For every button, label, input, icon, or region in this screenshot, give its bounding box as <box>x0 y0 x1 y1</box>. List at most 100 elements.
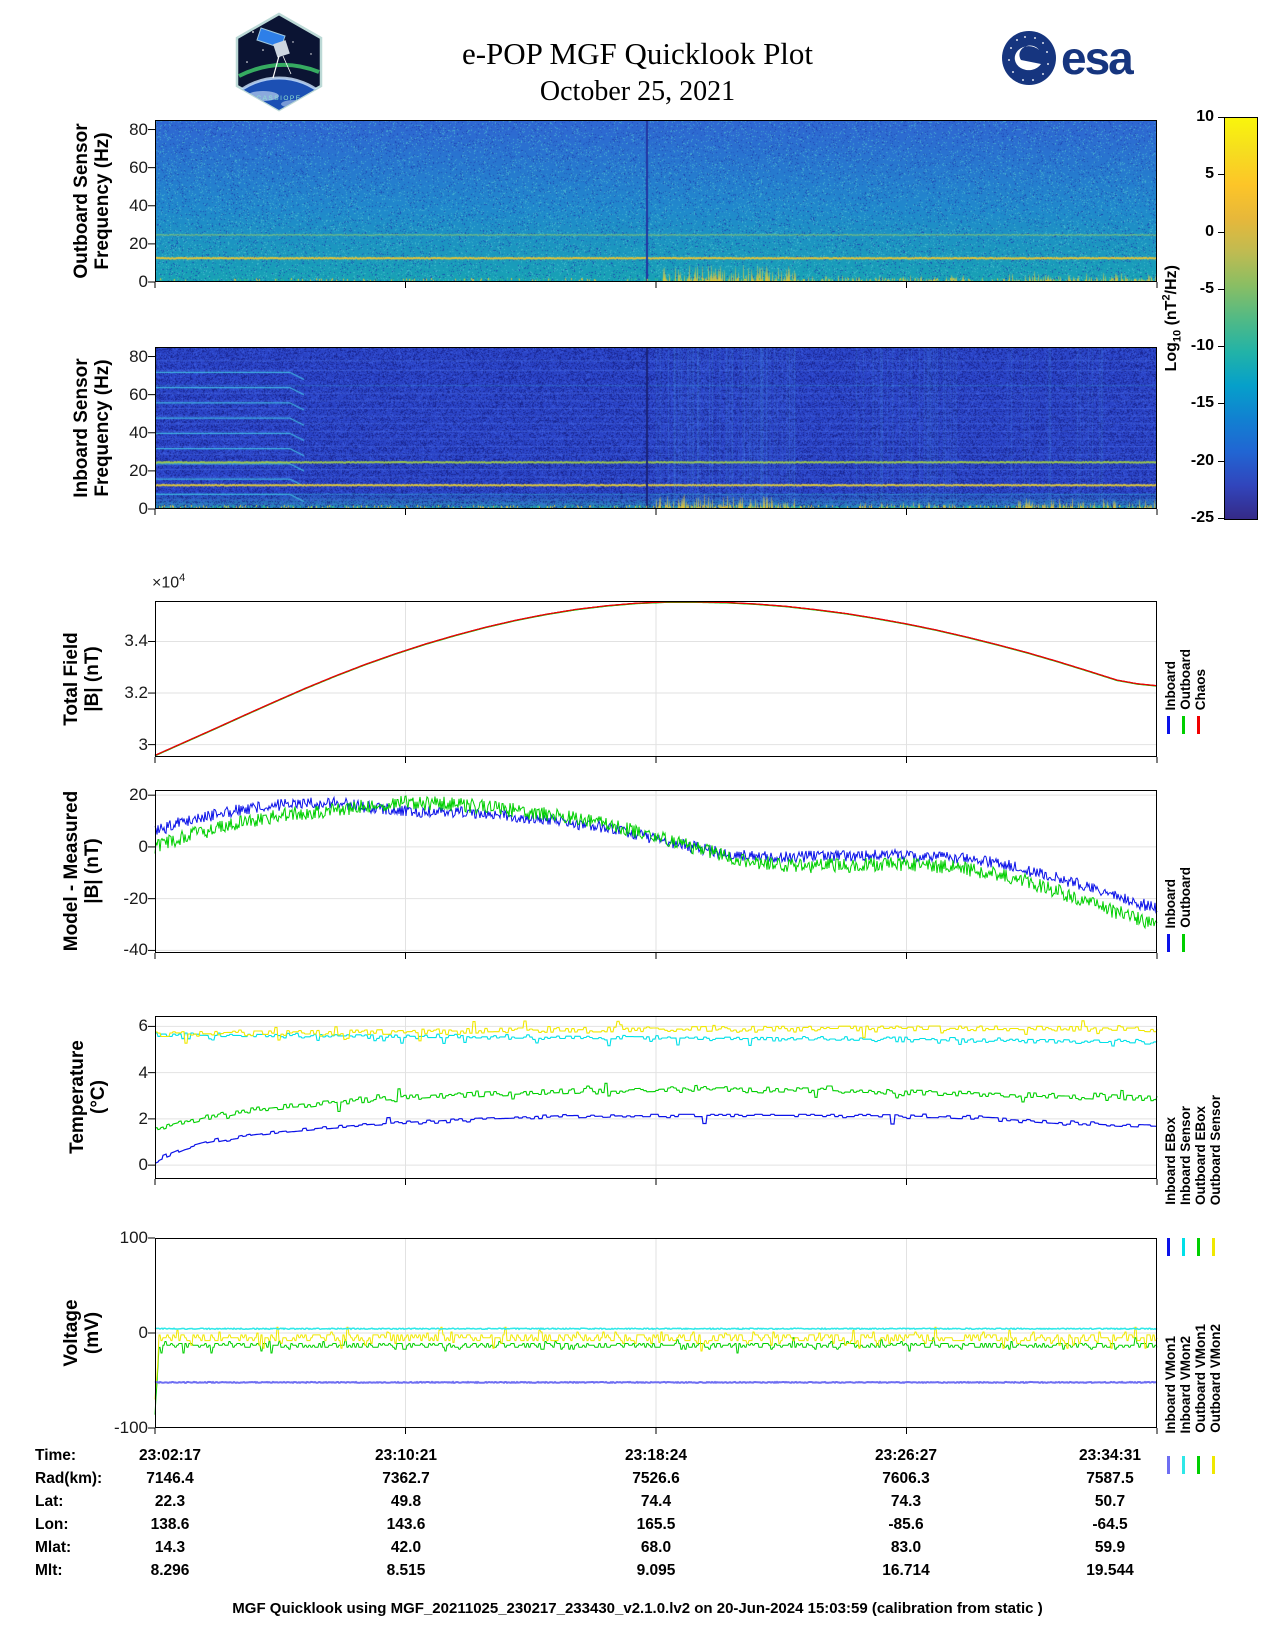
colorbar-tick-label: 10 <box>1196 108 1214 125</box>
legend-label: Inboard EBox <box>1163 1117 1178 1205</box>
y-tick-label: 80 <box>129 119 148 139</box>
axes-overlay <box>148 120 1158 288</box>
table-row-label: Rad(km): <box>35 1470 103 1487</box>
colorbar-tick-label: -20 <box>1190 451 1214 469</box>
legend-label: Outboard VMon1 <box>1193 1324 1208 1433</box>
table-row-label: Time: <box>35 1447 77 1464</box>
y-tick-label: 3.2 <box>124 683 148 703</box>
table-cell: 19.544 <box>1086 1562 1134 1579</box>
esa-e-swoosh <box>1014 45 1041 71</box>
colorbar-tick-mark <box>1218 288 1224 290</box>
legend-label: Outboard EBox <box>1193 1105 1208 1205</box>
table-cell: 7587.5 <box>1086 1470 1134 1487</box>
colorbar-tick-mark <box>1218 460 1224 462</box>
colorbar-tick-label: -15 <box>1190 394 1214 412</box>
total-field-scale-note: ×104 <box>152 572 186 592</box>
satellite-body <box>273 40 290 58</box>
table-cell: 22.3 <box>154 1493 186 1510</box>
table-cell: 143.6 <box>386 1516 426 1533</box>
table-cell: 14.3 <box>154 1539 186 1556</box>
series-path-chaos <box>154 601 1158 756</box>
legend-label: Chaos <box>1193 668 1208 710</box>
esa-logo: esa <box>1002 31 1136 85</box>
legend-label: Inboard VMon1 <box>1163 1335 1178 1434</box>
temperature-panel <box>148 1016 1158 1185</box>
table-cell: 59.9 <box>1094 1539 1126 1556</box>
y-tick-label: 80 <box>129 346 148 366</box>
y-tick-label: 40 <box>129 195 148 215</box>
line-plot <box>148 601 1158 763</box>
line-plot <box>148 790 1158 959</box>
esa-wordmark: esa <box>1061 32 1134 84</box>
y-tick-label: 3.4 <box>124 631 148 651</box>
series-path-inboard-vmon2 <box>154 1327 1158 1331</box>
y-tick-label: 40 <box>129 422 148 442</box>
axes-border <box>155 347 1157 509</box>
table-cell: 50.7 <box>1094 1493 1126 1510</box>
table-cell: 8.515 <box>386 1562 426 1579</box>
y-tick-label: 0 <box>138 1323 148 1342</box>
table-cell: 49.8 <box>390 1493 422 1510</box>
legend-label: Inboard <box>1163 878 1178 929</box>
series-path-outboard <box>154 795 1158 930</box>
spectrogram-canvas <box>155 120 1157 282</box>
y-tick-label: 4 <box>138 1062 148 1082</box>
table-row-label: Mlt: <box>35 1562 63 1579</box>
y-tick-label: 3 <box>138 734 148 754</box>
series-path-inboard-sensor <box>155 1032 1158 1047</box>
legend-marker <box>1182 934 1185 952</box>
table-cell: 165.5 <box>636 1516 676 1533</box>
series-path-inboard <box>154 795 1158 914</box>
colorbar-tick-mark <box>1218 174 1224 176</box>
legend-label: Outboard <box>1178 649 1193 710</box>
footer-note: MGF Quicklook using MGF_20211025_230217_… <box>232 1600 1043 1617</box>
y-tick-label: 100 <box>119 1228 148 1247</box>
y-tick-label: 60 <box>129 157 148 177</box>
table-cell: 23:34:31 <box>1078 1447 1142 1464</box>
legend-marker <box>1212 1238 1215 1256</box>
table-row-label: Lon: <box>35 1516 69 1533</box>
series-path-inboard-ebox <box>154 1113 1157 1164</box>
legend-marker <box>1167 716 1170 734</box>
inboard-spectrogram-panel <box>148 347 1158 515</box>
y-tick-label: 0 <box>138 499 148 518</box>
axes-border <box>155 1238 1157 1428</box>
series-path-outboard-vmon2 <box>154 1326 1158 1400</box>
axes-overlay <box>148 347 1158 515</box>
colorbar-tick-mark <box>1218 403 1224 405</box>
y-tick-label: 20 <box>129 785 148 805</box>
line-plot <box>148 1016 1158 1185</box>
legend-marker <box>1167 1238 1170 1256</box>
table-cell: 74.4 <box>640 1493 672 1510</box>
y-tick-label: -100 <box>113 1418 148 1437</box>
table-row-label: Lat: <box>35 1493 64 1510</box>
table-cell: 42.0 <box>390 1539 422 1556</box>
legend-label: Outboard <box>1178 867 1193 928</box>
series-path-outboard-ebox <box>154 1082 1158 1131</box>
colorbar-tick-label: -5 <box>1199 279 1214 297</box>
colorbar-tick-mark <box>1218 518 1224 519</box>
legend-marker <box>1182 716 1185 734</box>
colorbar-tick-mark <box>1218 231 1224 233</box>
colorbar-tick-label: 0 <box>1205 222 1214 240</box>
total-field-panel <box>148 601 1158 763</box>
legend-label: Outboard Sensor <box>1208 1094 1223 1205</box>
table-cell: 8.296 <box>150 1562 190 1579</box>
legend-marker <box>1212 1456 1215 1474</box>
y-tick-label: 20 <box>129 460 148 480</box>
series-path-outboard-vmon1 <box>154 1337 1158 1415</box>
colorbar-tick-mark <box>1218 117 1224 118</box>
table-cell: 7606.3 <box>882 1470 930 1487</box>
esa-globe <box>1002 31 1056 85</box>
table-cell: 23:18:24 <box>624 1447 688 1464</box>
legend-marker <box>1197 716 1200 734</box>
table-cell: 68.0 <box>640 1539 672 1556</box>
table-cell: 138.6 <box>150 1516 190 1533</box>
table-cell: 23:26:27 <box>874 1447 938 1464</box>
colorbar-tick-label: -25 <box>1190 509 1214 526</box>
axes-border <box>155 601 1157 757</box>
legend-label: Outboard VMon2 <box>1208 1324 1223 1433</box>
legend-label: Inboard VMon2 <box>1178 1335 1193 1434</box>
table-row-label: Mlat: <box>35 1539 72 1556</box>
